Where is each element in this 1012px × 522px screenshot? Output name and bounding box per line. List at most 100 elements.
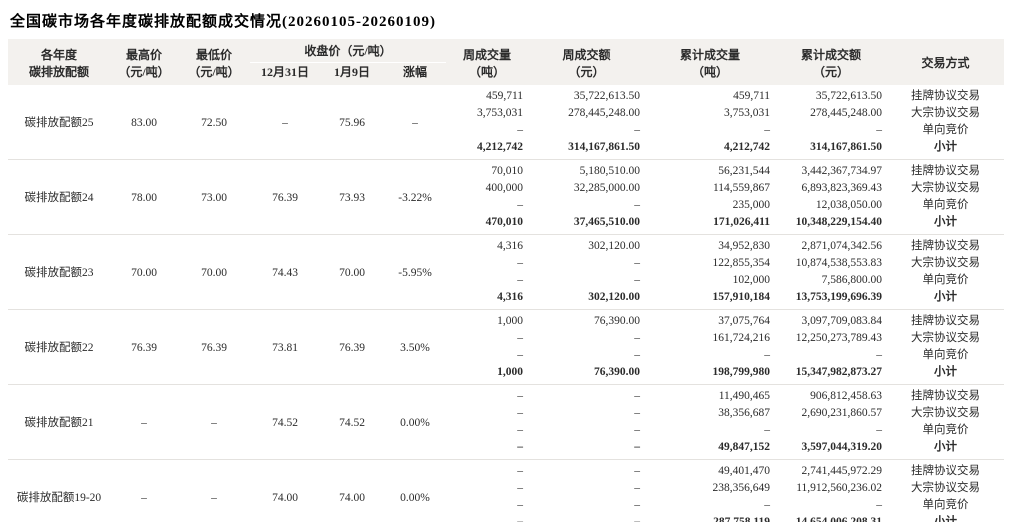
cell-cum-volume: –	[764, 124, 771, 136]
col-header-week-volume-unit: （吨）	[469, 64, 506, 79]
cell-quota-name: 碳排放配额25	[24, 117, 94, 129]
cell-change: 0.00%	[400, 417, 430, 429]
col-header-change: 涨幅	[384, 62, 447, 85]
cell-week-amount: 35,722,613.50	[573, 90, 641, 102]
cell-week-volume: 1,000	[497, 366, 524, 378]
cell-week-amount: –	[634, 274, 641, 286]
cell-week-amount: 5,180,510.00	[579, 165, 641, 177]
table-row: – – – – 单向竞价	[8, 347, 1004, 364]
table-row: – – 38,356,687 2,690,231,860.57 大宗协议交易	[8, 405, 1004, 422]
col-header-quota-year-line1: 各年度	[40, 47, 77, 62]
cell-cum-volume: 171,026,411	[713, 216, 771, 228]
cell-change: –	[412, 117, 418, 129]
cell-week-amount: –	[634, 390, 641, 402]
cell-week-volume: 70,010	[491, 165, 524, 177]
cell-cum-amount: 13,753,199,696.39	[795, 291, 883, 303]
cell-cum-amount: 2,690,231,860.57	[801, 407, 883, 419]
quota-section: 碳排放配额21 – – 74.52 74.52 0.00% – – 11,490,465 906,…	[8, 384, 1005, 460]
subtotal-row: 4,212,742 314,167,861.50 4,212,742 314,167,…	[8, 139, 1004, 160]
cell-trade-method: 挂牌协议交易	[911, 390, 981, 402]
cell-close-dec31: 76.39	[272, 192, 298, 204]
cell-cum-volume: 4,212,742	[724, 141, 771, 153]
cell-cum-amount: –	[876, 124, 883, 136]
cell-cum-amount: 2,871,074,342.56	[801, 240, 883, 252]
cell-close-dec31: –	[282, 117, 288, 129]
cell-close-dec31: 74.52	[272, 417, 298, 429]
cell-trade-method: 单向竞价	[922, 274, 969, 286]
cell-week-volume: 470,010	[485, 216, 524, 228]
cell-high-price: 70.00	[131, 267, 157, 279]
cell-cum-volume: 459,711	[733, 90, 771, 102]
cell-trade-method: 单向竞价	[922, 424, 969, 436]
cell-week-amount: 76,390.00	[594, 315, 641, 327]
cell-trade-method: 挂牌协议交易	[911, 165, 981, 177]
cell-cum-volume: 157,910,184	[712, 291, 771, 303]
cell-week-volume: –	[517, 332, 524, 344]
cell-cum-volume: 37,075,764	[718, 315, 771, 327]
col-header-week-amount-unit: （元）	[568, 64, 605, 79]
table-row: – – 102,000 7,586,800.00 单向竞价	[8, 272, 1004, 289]
cell-week-volume: –	[517, 257, 524, 269]
cell-week-amount: –	[634, 407, 641, 419]
cell-trade-method: 小计	[934, 366, 958, 378]
cell-high-price: 83.00	[131, 117, 157, 129]
col-header-high-price: 最高价 （元/吨）	[110, 39, 178, 85]
cell-cum-amount: 278,445,248.00	[810, 107, 883, 119]
subtotal-row: 1,000 76,390.00 198,799,980 15,347,982,873.…	[8, 364, 1004, 385]
cell-cum-volume: 287,758,119	[713, 516, 771, 522]
col-header-low-price: 最低价 （元/吨）	[178, 39, 250, 85]
cell-quota-name: 碳排放配额22	[24, 342, 94, 354]
quota-section: 碳排放配额23 70.00 70.00 74.43 70.00 -5.95% 4,316 30…	[8, 234, 1005, 310]
table-row: 碳排放配额19-20 – – 74.00 74.00 0.00% – – 49,401,470 2…	[8, 460, 1004, 504]
col-header-trade-method: 交易方式	[887, 39, 1005, 85]
cell-trade-method: 挂牌协议交易	[911, 315, 981, 327]
cell-cum-amount: –	[876, 424, 883, 436]
cell-trade-method: 单向竞价	[922, 499, 969, 511]
col-header-cum-volume-line1: 累计成交量	[680, 47, 741, 62]
cell-week-amount: –	[634, 441, 641, 453]
cell-close-dec31: 74.43	[272, 267, 298, 279]
cell-cum-volume: 102,000	[732, 274, 771, 286]
cell-cum-amount: 35,722,613.50	[815, 90, 883, 102]
cell-change: -5.95%	[398, 267, 432, 279]
subtotal-row: 470,010 37,465,510.00 171,026,411 10,348,22…	[8, 214, 1004, 235]
cell-cum-volume: 3,753,031	[724, 107, 771, 119]
cell-week-volume: –	[517, 199, 524, 211]
cell-week-volume: 459,711	[486, 90, 524, 102]
quota-table: 各年度 碳排放配额 最高价 （元/吨） 最低价 （元/吨） 收盘价（元/吨） 周…	[8, 39, 1005, 522]
cell-week-volume: –	[517, 349, 524, 361]
table-row: – – 235,000 12,038,050.00 单向竞价	[8, 197, 1004, 214]
col-header-quota-year-line2: 碳排放配额	[28, 64, 89, 79]
cell-cum-amount: 12,250,273,789.43	[795, 332, 883, 344]
table-row: 碳排放配额25 83.00 72.50 – 75.96 – 459,711 35,722,61…	[8, 85, 1004, 129]
cell-cum-amount: 6,893,823,369.43	[801, 182, 883, 194]
cell-trade-method: 单向竞价	[922, 199, 969, 211]
cell-cum-volume: 161,724,216	[712, 332, 771, 344]
cell-cum-amount: 314,167,861.50	[810, 141, 883, 153]
cell-trade-method: 大宗协议交易	[911, 482, 981, 494]
cell-cum-amount: 10,874,538,553.83	[795, 257, 883, 269]
cell-close-jan9: 75.96	[339, 117, 365, 129]
cell-low-price: –	[211, 417, 217, 429]
cell-week-amount: –	[634, 482, 641, 494]
cell-change: 3.50%	[400, 342, 430, 354]
cell-cum-amount: 15,347,982,873.27	[795, 366, 883, 378]
cell-week-volume: –	[517, 465, 524, 477]
table-row: 碳排放配额23 70.00 70.00 74.43 70.00 -5.95% 4,316 30…	[8, 235, 1004, 279]
cell-cum-volume: 49,401,470	[718, 465, 771, 477]
cell-change: -3.22%	[398, 192, 432, 204]
cell-cum-volume: 114,559,867	[712, 182, 771, 194]
cell-cum-volume: 38,356,687	[718, 407, 771, 419]
cell-cum-volume: –	[764, 424, 771, 436]
quota-section: 碳排放配额22 76.39 76.39 73.81 76.39 3.50% 1,000 76,…	[8, 309, 1005, 385]
quota-section: 碳排放配额25 83.00 72.50 – 75.96 – 459,711 35,722,61…	[8, 85, 1004, 160]
cell-low-price: 72.50	[201, 117, 227, 129]
cell-cum-volume: 49,847,152	[718, 441, 771, 453]
cell-week-amount: –	[634, 257, 641, 269]
table-row: – – – – 单向竞价	[8, 422, 1004, 439]
cell-week-amount: –	[634, 332, 641, 344]
cell-week-volume: –	[517, 390, 524, 402]
cell-quota-name: 碳排放配额19-20	[16, 492, 102, 504]
page-title: 全国碳市场各年度碳排放配额成交情况(20260105-20260109)	[10, 14, 436, 30]
cell-cum-amount: 12,038,050.00	[815, 199, 883, 211]
